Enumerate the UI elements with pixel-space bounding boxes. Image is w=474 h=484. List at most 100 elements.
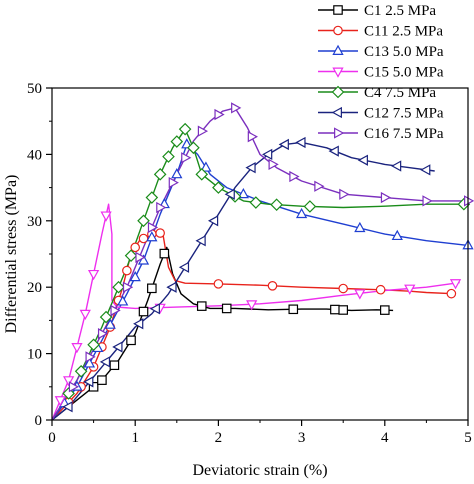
- data-point: [135, 251, 146, 263]
- data-point: [357, 154, 368, 166]
- data-point: [162, 150, 175, 163]
- data-point: [147, 221, 159, 234]
- data-point: [245, 162, 256, 174]
- data-point: [278, 138, 289, 151]
- plot-lines: [51, 107, 469, 421]
- data-point: [354, 289, 366, 300]
- data-point: [171, 168, 183, 179]
- data-point: [122, 281, 134, 293]
- data-point: [268, 158, 279, 170]
- data-point: [170, 135, 184, 148]
- data-point: [200, 161, 212, 172]
- data-point: [133, 318, 144, 330]
- legend-marker: [333, 5, 343, 15]
- data-point: [137, 214, 150, 228]
- data-point: [54, 396, 66, 407]
- data-point: [159, 248, 170, 259]
- x-tick-label: 0: [48, 430, 56, 446]
- data-point: [74, 364, 88, 378]
- x-tick-label: 5: [464, 430, 472, 446]
- data-point: [124, 249, 138, 262]
- data-point: [88, 382, 99, 392]
- data-point: [221, 303, 232, 314]
- data-point: [85, 351, 96, 363]
- legend-marker: [332, 67, 344, 78]
- series-line-3: [51, 203, 460, 421]
- data-point: [449, 279, 462, 290]
- data-point: [380, 305, 390, 315]
- data-point: [146, 231, 158, 242]
- data-point: [63, 376, 75, 387]
- data-point: [446, 288, 457, 299]
- data-point: [71, 343, 83, 354]
- y-tick-label: 50: [27, 81, 42, 97]
- data-point: [181, 152, 192, 164]
- series-line-6: [51, 107, 468, 421]
- y-axis-label: Differential stress (MPa): [3, 175, 20, 334]
- data-point: [214, 108, 225, 121]
- y-tick-label: 10: [27, 347, 42, 363]
- legend-item: C4 7.5 MPa: [318, 85, 436, 101]
- data-point: [166, 281, 177, 293]
- data-point: [117, 295, 129, 306]
- data-point: [195, 235, 206, 247]
- data-point: [137, 254, 150, 265]
- data-point: [289, 170, 300, 183]
- data-point: [156, 201, 167, 214]
- data-point: [247, 131, 258, 143]
- legend-label: C13 5.0 MPa: [364, 44, 444, 60]
- legend-item: C12 7.5 MPa: [318, 106, 444, 122]
- data-point: [99, 310, 113, 324]
- data-point: [104, 318, 116, 329]
- data-point: [391, 229, 403, 241]
- data-point: [314, 180, 325, 192]
- data-point: [338, 283, 348, 294]
- legend-label: C12 7.5 MPa: [364, 106, 444, 122]
- data-point: [145, 191, 159, 204]
- data-point: [303, 200, 317, 213]
- legend-marker: [334, 127, 345, 139]
- legend-label: C15 5.0 MPa: [364, 65, 444, 81]
- data-point: [87, 338, 100, 352]
- data-point: [195, 168, 209, 181]
- data-point: [262, 148, 273, 161]
- data-point: [97, 375, 107, 385]
- data-point: [83, 376, 94, 388]
- data-point: [155, 228, 165, 238]
- data-point: [207, 215, 219, 227]
- data-point: [295, 136, 306, 149]
- data-point: [295, 207, 308, 219]
- data-point: [328, 145, 339, 157]
- x-axis-label: Deviatoric strain (%): [192, 462, 327, 479]
- data-point: [178, 122, 192, 136]
- series-line-5: [51, 141, 435, 421]
- data-point: [129, 270, 141, 282]
- legend-item: C16 7.5 MPa: [318, 126, 444, 142]
- legend-marker: [333, 25, 343, 36]
- data-point: [339, 188, 350, 200]
- data-point: [270, 198, 283, 212]
- data-point: [130, 242, 140, 253]
- y-tick-label: 0: [35, 413, 43, 429]
- data-point: [109, 360, 120, 371]
- legend-marker: [331, 85, 345, 99]
- data-point: [97, 328, 109, 340]
- data-point: [112, 341, 123, 353]
- x-tick-label: 4: [381, 430, 389, 446]
- data-point: [147, 283, 157, 294]
- data-point: [197, 125, 209, 137]
- data-point: [213, 279, 224, 289]
- legend-label: C16 7.5 MPa: [364, 126, 444, 142]
- data-point: [112, 280, 125, 294]
- data-point: [422, 195, 433, 207]
- data-point: [196, 301, 207, 311]
- legend-item: C11 2.5 MPa: [318, 24, 443, 40]
- x-tick-label: 1: [131, 430, 139, 446]
- legend-marker: [331, 106, 342, 119]
- data-point: [62, 401, 73, 413]
- data-point: [288, 304, 299, 315]
- data-point: [178, 261, 190, 273]
- data-point: [267, 281, 278, 291]
